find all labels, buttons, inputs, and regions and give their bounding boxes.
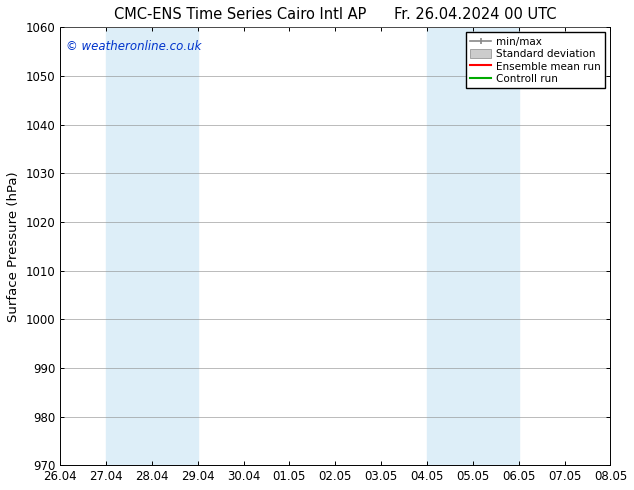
Bar [427, 27, 519, 465]
Title: CMC-ENS Time Series Cairo Intl AP      Fr. 26.04.2024 00 UTC: CMC-ENS Time Series Cairo Intl AP Fr. 26… [114, 7, 557, 22]
Bar [106, 27, 198, 465]
Legend: min/max, Standard deviation, Ensemble mean run, Controll run: min/max, Standard deviation, Ensemble me… [466, 32, 605, 88]
Text: © weatheronline.co.uk: © weatheronline.co.uk [65, 40, 201, 53]
Y-axis label: Surface Pressure (hPa): Surface Pressure (hPa) [7, 171, 20, 321]
